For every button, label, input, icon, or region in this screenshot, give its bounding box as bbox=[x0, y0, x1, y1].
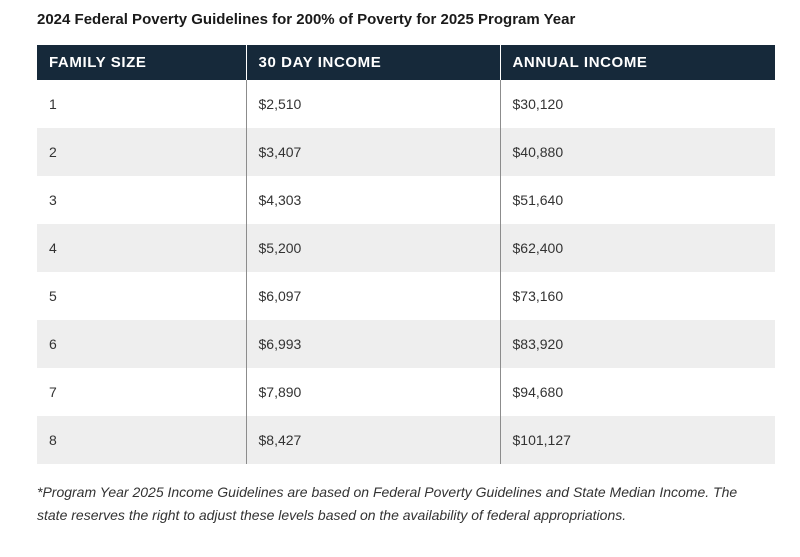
table-row: 8 $8,427 $101,127 bbox=[37, 416, 775, 464]
table-header-row: FAMILY SIZE 30 DAY INCOME ANNUAL INCOME bbox=[37, 45, 775, 80]
family-size-cell: 3 bbox=[37, 176, 246, 224]
header-30-day-income: 30 DAY INCOME bbox=[245, 45, 500, 80]
table-row: 2 $3,407 $40,880 bbox=[37, 128, 775, 176]
table-row: 3 $4,303 $51,640 bbox=[37, 176, 775, 224]
table-row: 7 $7,890 $94,680 bbox=[37, 368, 775, 416]
annual-income-cell: $62,400 bbox=[499, 224, 775, 272]
poverty-guidelines-table: FAMILY SIZE 30 DAY INCOME ANNUAL INCOME … bbox=[37, 45, 775, 464]
annual-income-cell: $83,920 bbox=[499, 320, 775, 368]
table-row: 5 $6,097 $73,160 bbox=[37, 272, 775, 320]
family-size-cell: 5 bbox=[37, 272, 246, 320]
table-row: 6 $6,993 $83,920 bbox=[37, 320, 775, 368]
header-annual-income: ANNUAL INCOME bbox=[499, 45, 775, 80]
annual-income-cell: $101,127 bbox=[499, 416, 775, 464]
family-size-cell: 2 bbox=[37, 128, 246, 176]
footnote: *Program Year 2025 Income Guidelines are… bbox=[37, 484, 738, 523]
thirty-day-income-cell: $2,510 bbox=[245, 80, 500, 128]
family-size-cell: 7 bbox=[37, 368, 246, 416]
thirty-day-income-cell: $4,303 bbox=[245, 176, 500, 224]
thirty-day-income-cell: $3,407 bbox=[245, 128, 500, 176]
annual-income-cell: $94,680 bbox=[499, 368, 775, 416]
annual-income-cell: $51,640 bbox=[499, 176, 775, 224]
header-family-size: FAMILY SIZE bbox=[37, 45, 246, 80]
thirty-day-income-cell: $5,200 bbox=[245, 224, 500, 272]
table-title: 2024 Federal Poverty Guidelines for 200%… bbox=[37, 11, 576, 28]
thirty-day-income-cell: $6,993 bbox=[245, 320, 500, 368]
family-size-cell: 4 bbox=[37, 224, 246, 272]
annual-income-cell: $30,120 bbox=[499, 80, 775, 128]
family-size-cell: 1 bbox=[37, 80, 246, 128]
thirty-day-income-cell: $7,890 bbox=[245, 368, 500, 416]
family-size-cell: 8 bbox=[37, 416, 246, 464]
annual-income-cell: $73,160 bbox=[499, 272, 775, 320]
table-row: 1 $2,510 $30,120 bbox=[37, 80, 775, 128]
family-size-cell: 6 bbox=[37, 320, 246, 368]
thirty-day-income-cell: $8,427 bbox=[245, 416, 500, 464]
annual-income-cell: $40,880 bbox=[499, 128, 775, 176]
thirty-day-income-cell: $6,097 bbox=[245, 272, 500, 320]
table-row: 4 $5,200 $62,400 bbox=[37, 224, 775, 272]
